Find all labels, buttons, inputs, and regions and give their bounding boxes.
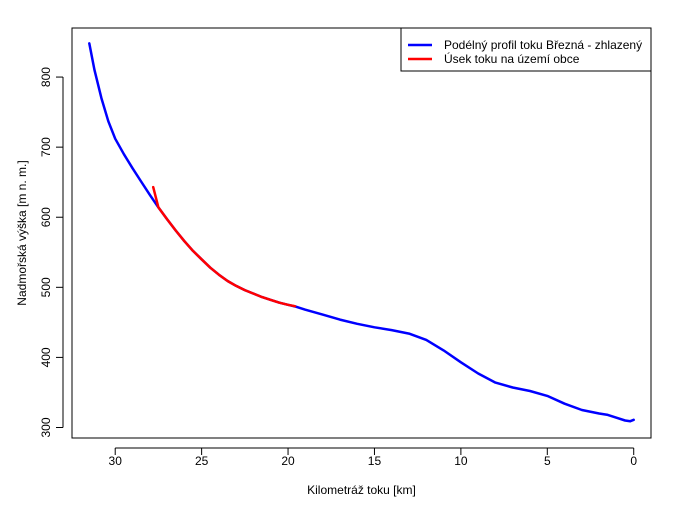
x-tick-label: 20 xyxy=(281,454,295,468)
series-line-1 xyxy=(151,185,297,308)
y-axis-title: Nadmořská výška [m n. m.] xyxy=(15,160,29,305)
y-tick-label: 700 xyxy=(39,137,53,157)
x-tick-label: 15 xyxy=(368,454,382,468)
y-tick-label: 800 xyxy=(39,67,53,87)
legend-label-profile: Podélný profil toku Březná - zhlazený xyxy=(444,38,642,52)
series-layer xyxy=(88,42,635,423)
x-tick-label: 10 xyxy=(454,454,468,468)
y-tick-label: 400 xyxy=(39,347,53,367)
plot-frame xyxy=(71,27,652,439)
legend: Podélný profil toku Březná - zhlazený Ús… xyxy=(400,27,652,72)
legend-box xyxy=(400,27,652,72)
y-tick-label: 600 xyxy=(39,207,53,227)
y-tick-label: 500 xyxy=(39,277,53,297)
x-axis-title: Kilometráž toku [km] xyxy=(307,483,416,497)
x-tick-label: 25 xyxy=(195,454,209,468)
x-tick-label: 5 xyxy=(544,454,551,468)
axes-layer: 30 25 20 15 10 5 0 300 400 500 600 700 800 xyxy=(39,67,637,468)
x-tick-label: 0 xyxy=(630,454,637,468)
y-tick-label: 300 xyxy=(39,417,53,437)
legend-label-municipal-section: Úsek toku na území obce xyxy=(444,51,580,66)
x-tick-label: 30 xyxy=(109,454,123,468)
